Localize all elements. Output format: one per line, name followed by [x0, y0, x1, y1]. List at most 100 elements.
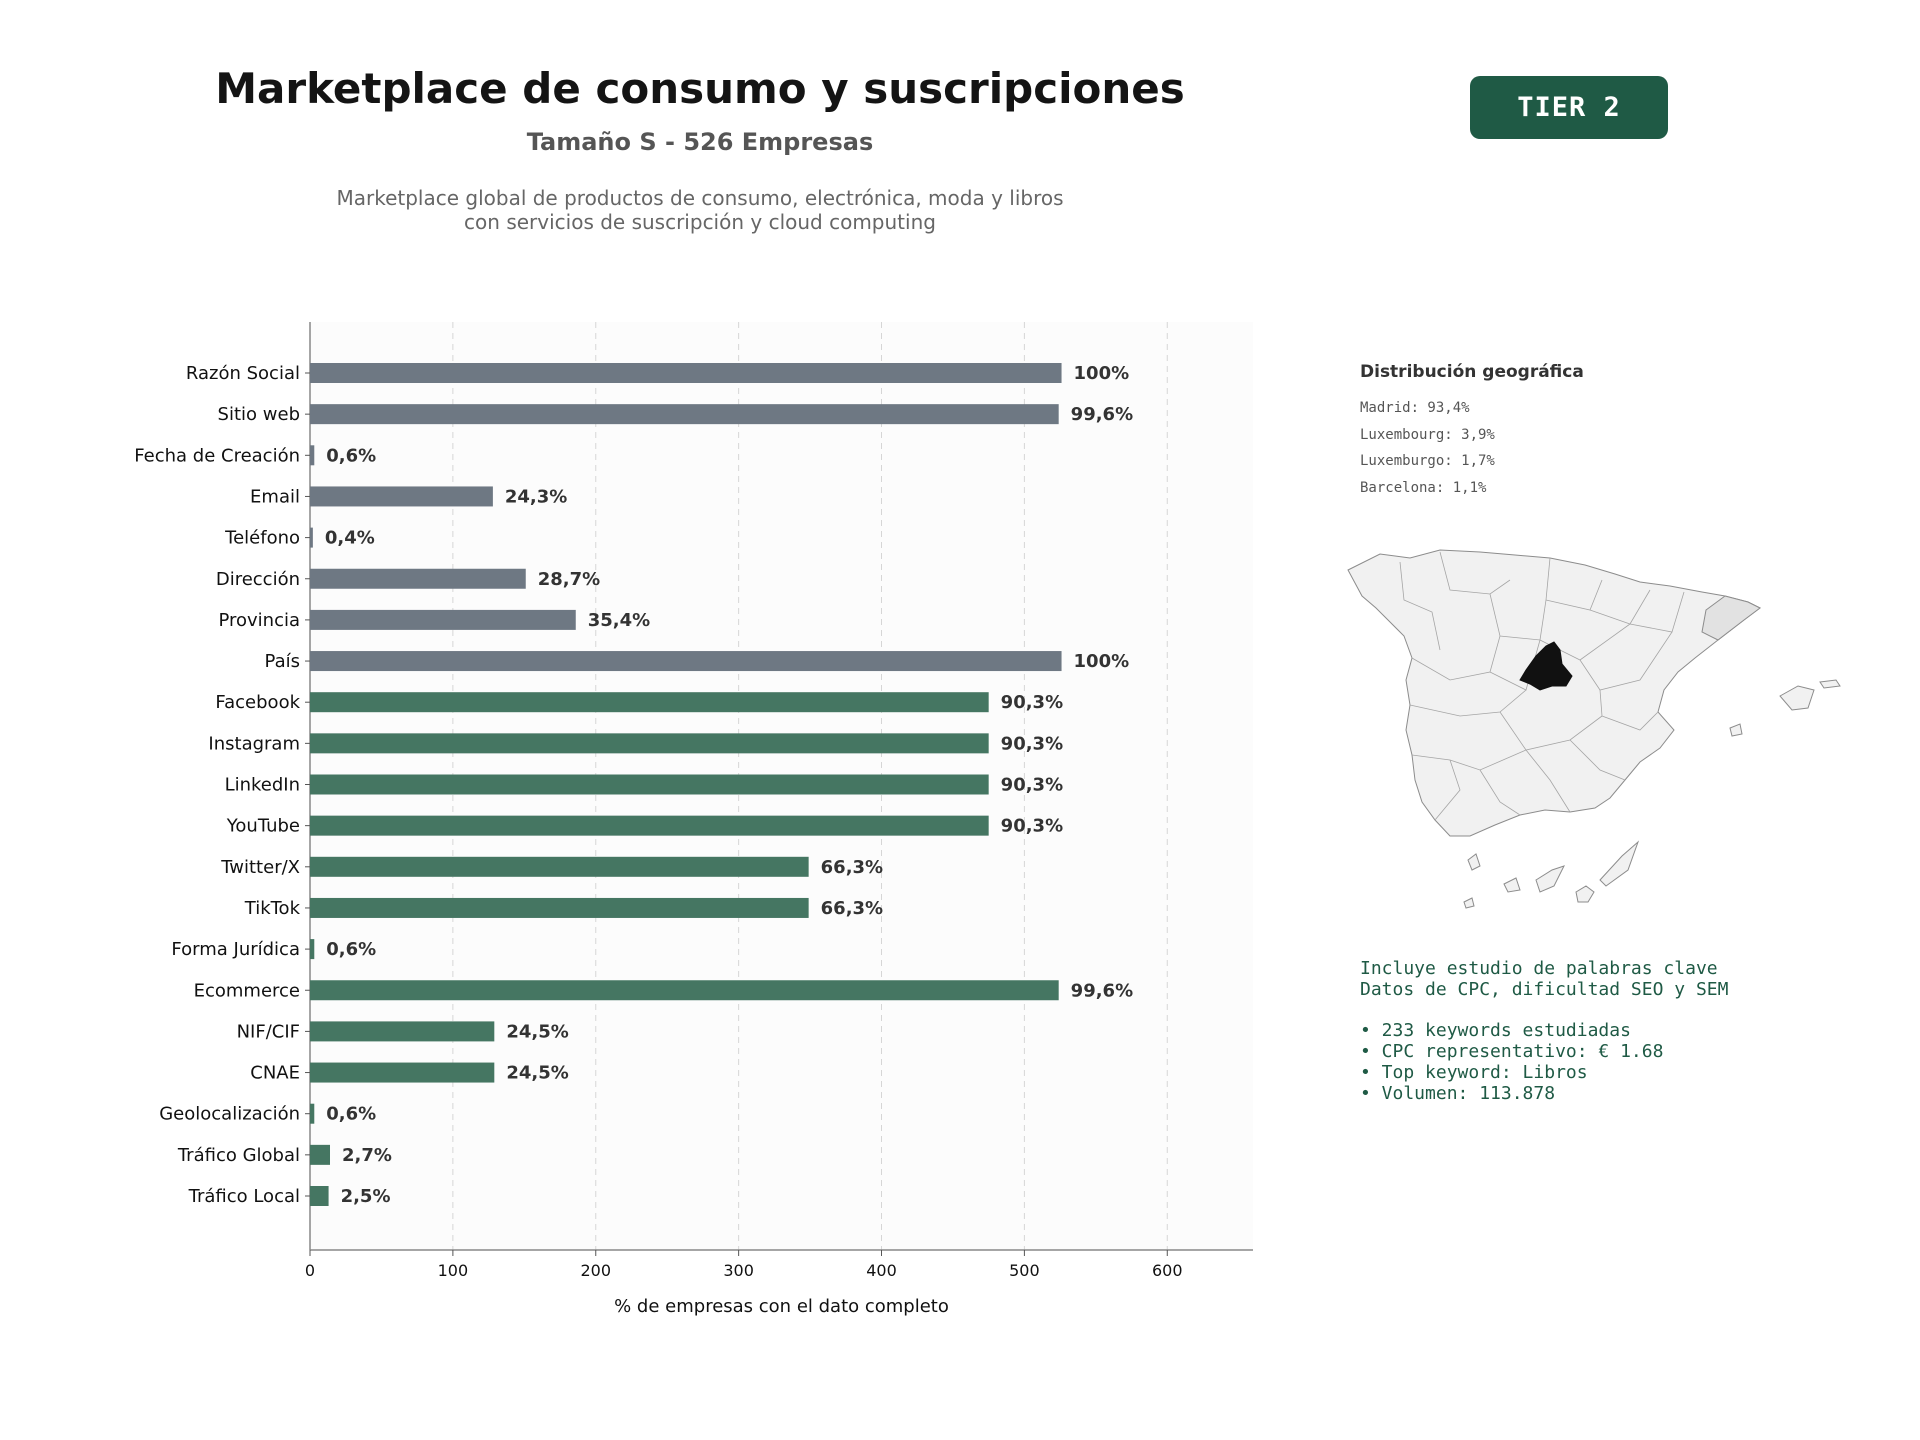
value-label: 90,3% — [1001, 775, 1063, 796]
category-label: Tráfico Global — [177, 1145, 300, 1166]
value-label: 100% — [1074, 651, 1130, 672]
category-label: Facebook — [215, 692, 300, 713]
value-label: 99,6% — [1071, 980, 1133, 1001]
geo-item: Madrid: 93,4% — [1360, 400, 1470, 416]
category-label: Forma Jurídica — [171, 939, 300, 960]
geo-item: Luxemburgo: 1,7% — [1360, 453, 1495, 469]
value-label: 100% — [1074, 363, 1130, 384]
tier-badge: TIER 2 — [1470, 76, 1668, 139]
bar — [310, 774, 989, 795]
keywords-bullet: • 233 keywords estudiadas — [1360, 1020, 1631, 1041]
x-tick-label: 300 — [723, 1261, 754, 1280]
x-axis-label: % de empresas con el dato completo — [614, 1296, 949, 1317]
value-label: 24,5% — [506, 1063, 568, 1084]
keywords-line: Incluye estudio de palabras clave — [1360, 958, 1718, 979]
canary-island — [1467, 853, 1481, 871]
value-label: 35,4% — [588, 610, 650, 631]
category-label: Twitter/X — [220, 857, 300, 878]
x-tick-label: 0 — [305, 1261, 315, 1280]
value-label: 90,3% — [1001, 733, 1063, 754]
x-tick-label: 100 — [438, 1261, 469, 1280]
spain-map — [1347, 549, 1841, 909]
x-tick-label: 200 — [580, 1261, 611, 1280]
category-label: Instagram — [208, 733, 300, 754]
keywords-bullet: • Top keyword: Libros — [1360, 1062, 1588, 1083]
bar — [310, 1062, 495, 1083]
category-label: Fecha de Creación — [134, 445, 300, 466]
geo-item: Luxembourg: 3,9% — [1360, 426, 1495, 443]
spain-mainland — [1347, 549, 1761, 837]
value-label: 66,3% — [821, 857, 883, 878]
value-label: 66,3% — [821, 898, 883, 919]
x-tick-label: 500 — [1009, 1261, 1040, 1280]
category-label: CNAE — [250, 1063, 300, 1084]
value-label: 24,3% — [505, 486, 567, 507]
description-line-2: con servicios de suscripción y cloud com… — [464, 210, 936, 234]
canary-island — [1599, 840, 1640, 887]
madrid-region — [1519, 641, 1573, 691]
category-label: Ecommerce — [194, 980, 300, 1001]
bar — [310, 404, 1059, 425]
value-label: 90,3% — [1001, 692, 1063, 713]
value-label: 2,7% — [342, 1145, 392, 1166]
bar — [310, 486, 493, 507]
geo-distribution-list: Madrid: 93,4% Luxembourg: 3,9% Luxemburg… — [1360, 398, 1495, 504]
page-title: Marketplace de consumo y suscripciones — [215, 64, 1185, 113]
bar — [310, 527, 313, 548]
canary-island — [1503, 877, 1521, 893]
category-label: LinkedIn — [225, 775, 300, 796]
keywords-line: Datos de CPC, dificultad SEO y SEM — [1360, 979, 1729, 1000]
bar — [310, 568, 526, 589]
value-label: 0,6% — [326, 1104, 376, 1125]
bar — [310, 363, 1062, 383]
category-label: Geolocalización — [159, 1104, 300, 1125]
canary-island — [1535, 865, 1565, 893]
value-label: 90,3% — [1001, 816, 1063, 837]
bar — [310, 692, 989, 713]
bar — [310, 609, 576, 630]
bar — [310, 980, 1059, 1001]
description-line-1: Marketplace global de productos de consu… — [336, 186, 1064, 210]
value-label: 28,7% — [538, 569, 600, 590]
bar — [310, 733, 989, 754]
geo-item: Barcelona: 1,1% — [1360, 479, 1487, 496]
category-label: Email — [250, 486, 300, 507]
category-label: Tráfico Local — [188, 1186, 300, 1207]
value-label: 0,6% — [326, 939, 376, 960]
category-label: YouTube — [226, 816, 300, 837]
keywords-bullet: • Volumen: 113.878 — [1360, 1083, 1556, 1104]
page-description: Marketplace global de productos de consu… — [0, 186, 1400, 234]
balearic-ibiza — [1729, 723, 1743, 737]
bar — [310, 897, 809, 918]
completeness-bar-chart: 0 100 200 300 400 500 600 % de empresas con el … — [134, 322, 1253, 1317]
value-label: 0,4% — [325, 528, 375, 549]
geo-distribution-title: Distribución geográfica — [1360, 362, 1584, 382]
category-label: Dirección — [216, 569, 300, 590]
bar — [310, 1021, 495, 1042]
bar — [310, 445, 315, 466]
keywords-bullet: • CPC representativo: € 1.68 — [1360, 1041, 1664, 1062]
bar — [310, 856, 809, 877]
catalonia-region — [1701, 595, 1761, 641]
category-label: Sitio web — [218, 404, 300, 425]
value-label: 99,6% — [1071, 404, 1133, 425]
category-label: TikTok — [244, 898, 301, 919]
canary-island — [1575, 885, 1595, 903]
bar — [310, 1186, 329, 1206]
keywords-panel: Incluye estudio de palabras clave Datos … — [1360, 958, 1728, 1104]
category-label: Teléfono — [224, 528, 300, 549]
x-tick-label: 600 — [1152, 1261, 1183, 1280]
category-label: Razón Social — [186, 363, 300, 384]
bar — [310, 815, 989, 836]
bar — [310, 1144, 331, 1165]
canary-island — [1463, 897, 1475, 909]
page-subtitle: Tamaño S - 526 Empresas — [526, 128, 874, 156]
bar — [310, 939, 315, 960]
bar — [310, 651, 1062, 672]
value-label: 2,5% — [341, 1186, 391, 1207]
value-label: 24,5% — [506, 1021, 568, 1042]
bar — [310, 1103, 315, 1124]
balearic-menorca — [1819, 679, 1841, 689]
balearic-mallorca — [1779, 685, 1815, 711]
category-label: Provincia — [218, 610, 300, 631]
